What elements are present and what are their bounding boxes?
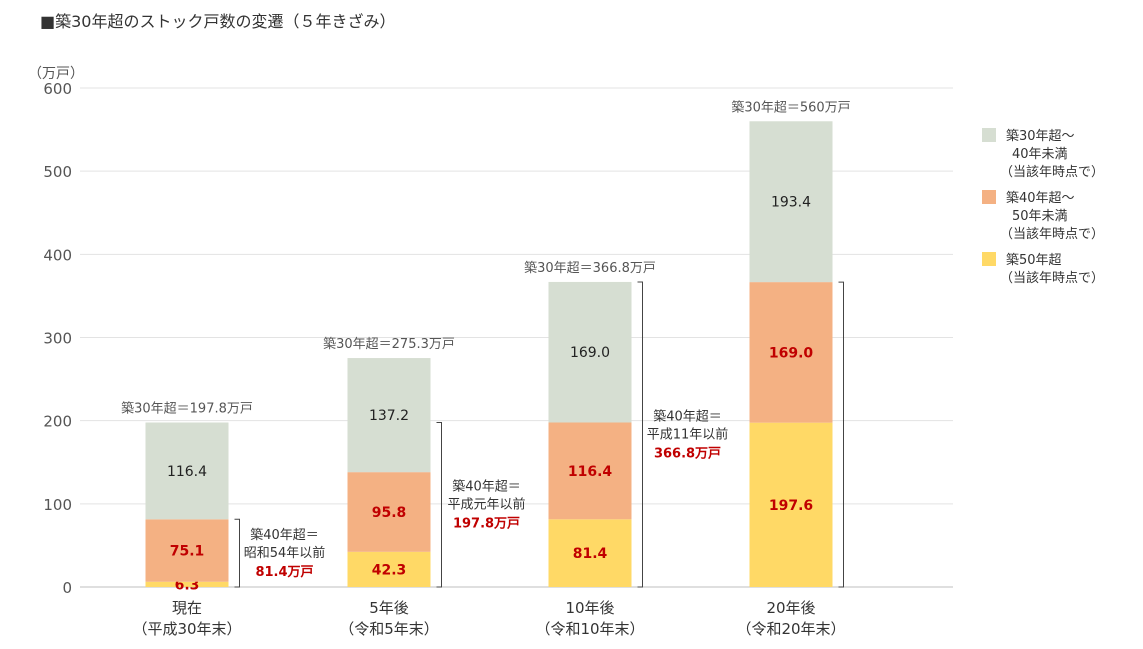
bar-segment-s30	[749, 121, 833, 283]
bar-segment-s50	[548, 519, 632, 587]
legend-label: 築40年超～	[1006, 191, 1075, 206]
legend-label: （当該年時点で）	[1000, 270, 1104, 286]
legend-label: 40年未満	[1012, 147, 1068, 162]
annotation-line: 築40年超＝	[653, 409, 722, 424]
y-tick-label: 400	[43, 246, 72, 264]
annotation-line: 平成11年以前	[647, 426, 729, 442]
x-axis-labels: 現在 （平成30年末） 5年後 （令和5年末） 10年後 （令和10年末） 20年後 （令和2…	[132, 599, 845, 638]
annotation-highlight: 81.4万戸	[255, 565, 313, 580]
total-label: 築30年超＝560万戸	[731, 100, 850, 115]
total-label: 築30年超＝197.8万戸	[121, 401, 253, 416]
y-tick-label: 500	[43, 163, 72, 181]
x-label-sub: （令和5年末）	[339, 620, 439, 638]
legend-swatch	[982, 190, 996, 204]
bar-stack: 42.3 95.8 137.2 築30年超＝275.3万戸	[323, 337, 455, 587]
value-label-s30: 193.4	[771, 195, 811, 211]
bar-stack: 197.6 169.0 193.4 築30年超＝560万戸	[731, 100, 851, 587]
legend-label: （当該年時点で）	[1000, 164, 1104, 180]
bar-segment-s50	[749, 422, 833, 587]
x-label-main: 10年後	[565, 599, 614, 617]
bar-segment-s50	[145, 581, 229, 587]
x-label-main: 20年後	[766, 599, 815, 617]
bar-segment-s30	[145, 422, 229, 520]
bar-segment-s30	[347, 358, 431, 473]
bar-segment-s40	[749, 282, 833, 423]
legend-label: 築50年超	[1006, 253, 1062, 268]
chart-title: ■築30年超のストック戸数の変遷（５年きざみ）	[40, 12, 395, 31]
legend-item: 築30年超～ 40年未満 （当該年時点で）	[982, 128, 1104, 180]
bracket-line	[838, 281, 844, 588]
annotation-line: 築40年超＝	[250, 528, 319, 543]
annotation-line: 築40年超＝	[452, 480, 521, 495]
bar-segment-s30	[548, 281, 632, 423]
y-tick-label: 300	[43, 330, 72, 348]
bar-segment-s40	[347, 472, 431, 552]
y-tick-label: 200	[43, 413, 72, 431]
x-label-sub: （平成30年末）	[132, 620, 241, 638]
y-tick-label: 100	[43, 496, 72, 514]
value-label-s50: 197.6	[769, 498, 813, 514]
legend-item: 築50年超 （当該年時点で）	[982, 252, 1104, 286]
y-axis-ticks: 0 100 200 300 400 500 600	[43, 80, 72, 597]
bar-segment-s50	[347, 551, 431, 587]
value-label-s40: 116.4	[568, 464, 613, 480]
value-label-s30: 137.2	[369, 408, 409, 424]
bracket-annotation: 築40年超＝ 昭和54年以前 81.4万戸	[234, 518, 326, 588]
total-label: 築30年超＝366.8万戸	[524, 261, 656, 276]
x-label-main: 5年後	[369, 599, 409, 617]
value-label-s40: 169.0	[769, 345, 814, 361]
bar-segment-s40	[145, 519, 229, 582]
legend-swatch	[982, 252, 996, 266]
bracket-annotation: 築40年超＝ 平成元年以前 197.8万戸	[436, 421, 526, 588]
legend: 築30年超～40年未満（当該年時点で）築40年超～50年未満（当該年時点で）築5…	[982, 128, 1104, 286]
annotation-line: 昭和54年以前	[244, 545, 326, 561]
x-label-main: 現在	[172, 599, 202, 617]
value-label-s30: 116.4	[167, 464, 207, 480]
bracket-line	[436, 421, 442, 588]
y-tick-label: 600	[43, 80, 72, 98]
bar-segment-s40	[548, 422, 632, 520]
legend-label: 50年未満	[1012, 209, 1068, 224]
legend-label: 築30年超～	[1006, 129, 1075, 144]
bracket-line	[234, 518, 240, 588]
total-label: 築30年超＝275.3万戸	[323, 337, 455, 352]
x-label-sub: （令和20年末）	[736, 620, 845, 638]
annotation-highlight: 366.8万戸	[654, 446, 721, 461]
x-label-sub: （令和10年末）	[535, 620, 644, 638]
annotation-line: 平成元年以前	[447, 497, 525, 513]
y-tick-label: 0	[62, 579, 72, 597]
bracket-annotation: 築40年超＝ 平成11年以前 366.8万戸	[637, 281, 729, 588]
value-label-s30: 169.0	[570, 345, 610, 361]
bracket-annotations: 築40年超＝昭和54年以前81.4万戸築40年超＝平成元年以前197.8万戸築4…	[234, 281, 844, 588]
bracket-line	[637, 281, 643, 588]
value-label-s50: 81.4	[573, 546, 608, 562]
value-label-s50: 42.3	[372, 562, 407, 578]
legend-label: （当該年時点で）	[1000, 226, 1104, 242]
bar-stacks: 6.375.1116.4築30年超＝197.8万戸42.395.8137.2築3…	[121, 100, 851, 593]
legend-swatch	[982, 128, 996, 142]
value-label-s40: 95.8	[372, 505, 407, 521]
value-label-s40: 75.1	[170, 544, 205, 560]
bar-stack: 81.4 116.4 169.0 築30年超＝366.8万戸	[524, 261, 656, 587]
y-axis-unit: （万戸）	[28, 66, 84, 82]
legend-item: 築40年超～ 50年未満 （当該年時点で）	[982, 190, 1104, 242]
annotation-highlight: 197.8万戸	[453, 517, 520, 532]
